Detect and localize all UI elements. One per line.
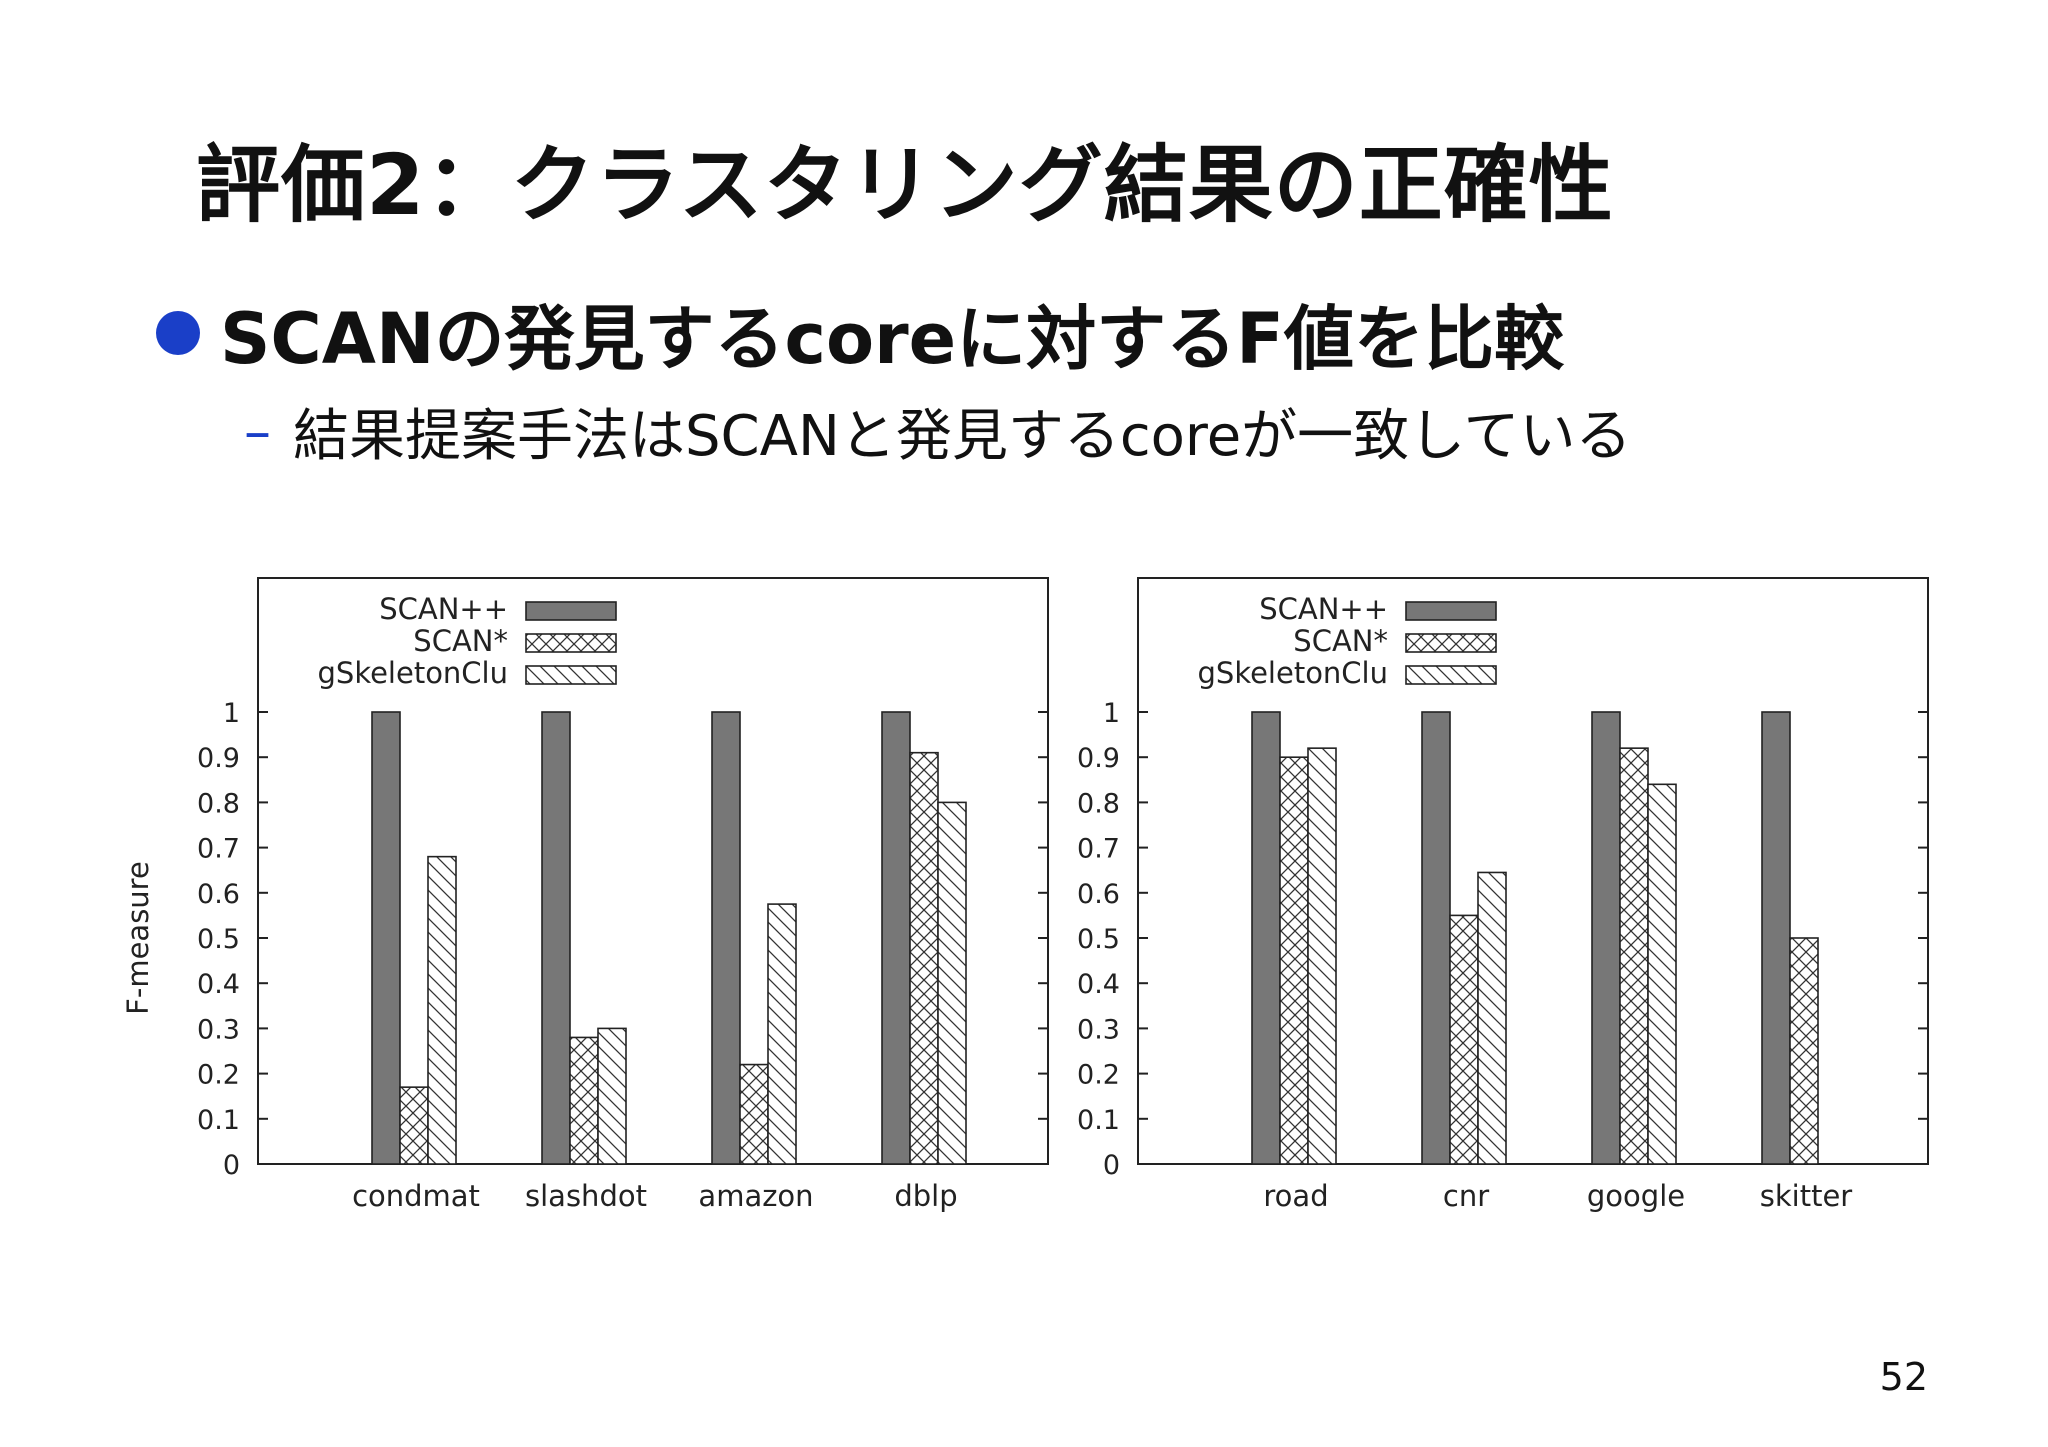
bar-skitter-0	[1761, 711, 1791, 1165]
bar-road-1	[1279, 756, 1309, 1165]
bar-condmat-0	[371, 711, 401, 1165]
bar-slashdot-0	[541, 711, 571, 1165]
x-category-label: road	[1263, 1179, 1328, 1213]
bar-amazon-2	[767, 903, 797, 1165]
legend-swatch	[525, 601, 617, 621]
y-tick-label: 0.1	[197, 1105, 240, 1136]
sub-bullet-dash: –	[244, 399, 271, 463]
bullet-row: SCANの発見するcoreに対するF値を比較	[156, 288, 1564, 380]
bar-road-0	[1251, 711, 1281, 1165]
chart-left: 0 0.1 0.2 0.3 0.4 0.5 0.6 0.7 0.8 0.9 1 F-measure co…	[121, 577, 1049, 1213]
y-tick-label: 0.4	[1077, 969, 1120, 1000]
y-tick-label: 0.2	[197, 1060, 240, 1091]
y-tick-label: 0.7	[1077, 834, 1120, 865]
x-category-label: dblp	[894, 1179, 957, 1213]
x-category-label: amazon	[698, 1179, 813, 1213]
plot-frame	[1137, 577, 1929, 1165]
bar-condmat-1	[399, 1086, 429, 1165]
legend-label: gSkeletonClu	[318, 656, 509, 690]
legend-swatch	[1405, 633, 1497, 653]
y-tick-label: 0	[223, 1150, 240, 1181]
legend-label: SCAN++	[379, 592, 508, 626]
y-tick-label: 0.3	[197, 1014, 240, 1045]
bar-road-2	[1307, 747, 1337, 1165]
bar-slashdot-2	[597, 1027, 627, 1165]
bar-amazon-1	[739, 1063, 769, 1165]
legend-label: gSkeletonClu	[1198, 656, 1389, 690]
y-tick-label: 0.3	[1077, 1014, 1120, 1045]
bar-cnr-0	[1421, 711, 1451, 1165]
y-tick-label: 0.6	[197, 879, 240, 910]
sub-bullet-text: 結果提案手法はSCANと発見するcoreが一致している	[293, 403, 1632, 469]
bar-dblp-2	[937, 801, 967, 1165]
y-tick-label: 0.8	[197, 788, 240, 819]
y-tick-label: 0.5	[1077, 924, 1120, 955]
bar-google-1	[1619, 747, 1649, 1165]
legend-label: SCAN++	[1259, 592, 1388, 626]
y-tick-label: 0.4	[197, 969, 240, 1000]
bar-dblp-0	[881, 711, 911, 1165]
chart-right: 0 0.1 0.2 0.3 0.4 0.5 0.6 0.7 0.8 0.9 1 road cnr goog…	[1077, 577, 1929, 1213]
legend-swatch	[525, 633, 617, 653]
bar-amazon-0	[711, 711, 741, 1165]
legend-label: SCAN*	[413, 624, 508, 658]
y-tick-label: 0.7	[197, 834, 240, 865]
legend-label: SCAN*	[1293, 624, 1388, 658]
y-axis-label: F-measure	[121, 861, 155, 1015]
legend-swatch	[1405, 665, 1497, 685]
bar-cnr-1	[1449, 914, 1479, 1165]
bar-google-0	[1591, 711, 1621, 1165]
y-tick-label: 0	[1103, 1150, 1120, 1181]
sub-bullet-row: – 結果提案手法はSCANと発見するcoreが一致している	[244, 396, 1631, 469]
y-tick-label: 1	[223, 698, 240, 729]
y-tick-label: 1	[1103, 698, 1120, 729]
y-tick-label: 0.2	[1077, 1060, 1120, 1091]
bar-dblp-1	[909, 751, 939, 1165]
y-tick-label: 0.8	[1077, 788, 1120, 819]
bullet-dot-icon	[156, 311, 200, 355]
bar-cnr-2	[1477, 871, 1507, 1165]
bullet-text: SCANの発見するcoreに対するF値を比較	[220, 297, 1564, 380]
bar-slashdot-1	[569, 1036, 599, 1165]
y-tick-label: 0.9	[197, 743, 240, 774]
y-tick-label: 0.9	[1077, 743, 1120, 774]
bar-condmat-2	[427, 855, 457, 1165]
page-number: 52	[1879, 1355, 1928, 1399]
y-tick-label: 0.6	[1077, 879, 1120, 910]
x-category-label: google	[1587, 1179, 1685, 1213]
plot-frame	[257, 577, 1049, 1165]
x-category-label: slashdot	[525, 1179, 647, 1213]
bar-google-2	[1647, 783, 1677, 1165]
x-category-label: cnr	[1443, 1179, 1489, 1213]
y-tick-label: 0.1	[1077, 1105, 1120, 1136]
bar-skitter-1	[1789, 937, 1819, 1165]
slide-title: 評価2：クラスタリング結果の正確性	[196, 136, 1614, 234]
legend-swatch	[1405, 601, 1497, 621]
x-category-label: skitter	[1760, 1179, 1853, 1213]
y-tick-label: 0.5	[197, 924, 240, 955]
legend-swatch	[525, 665, 617, 685]
x-category-label: condmat	[352, 1179, 480, 1213]
